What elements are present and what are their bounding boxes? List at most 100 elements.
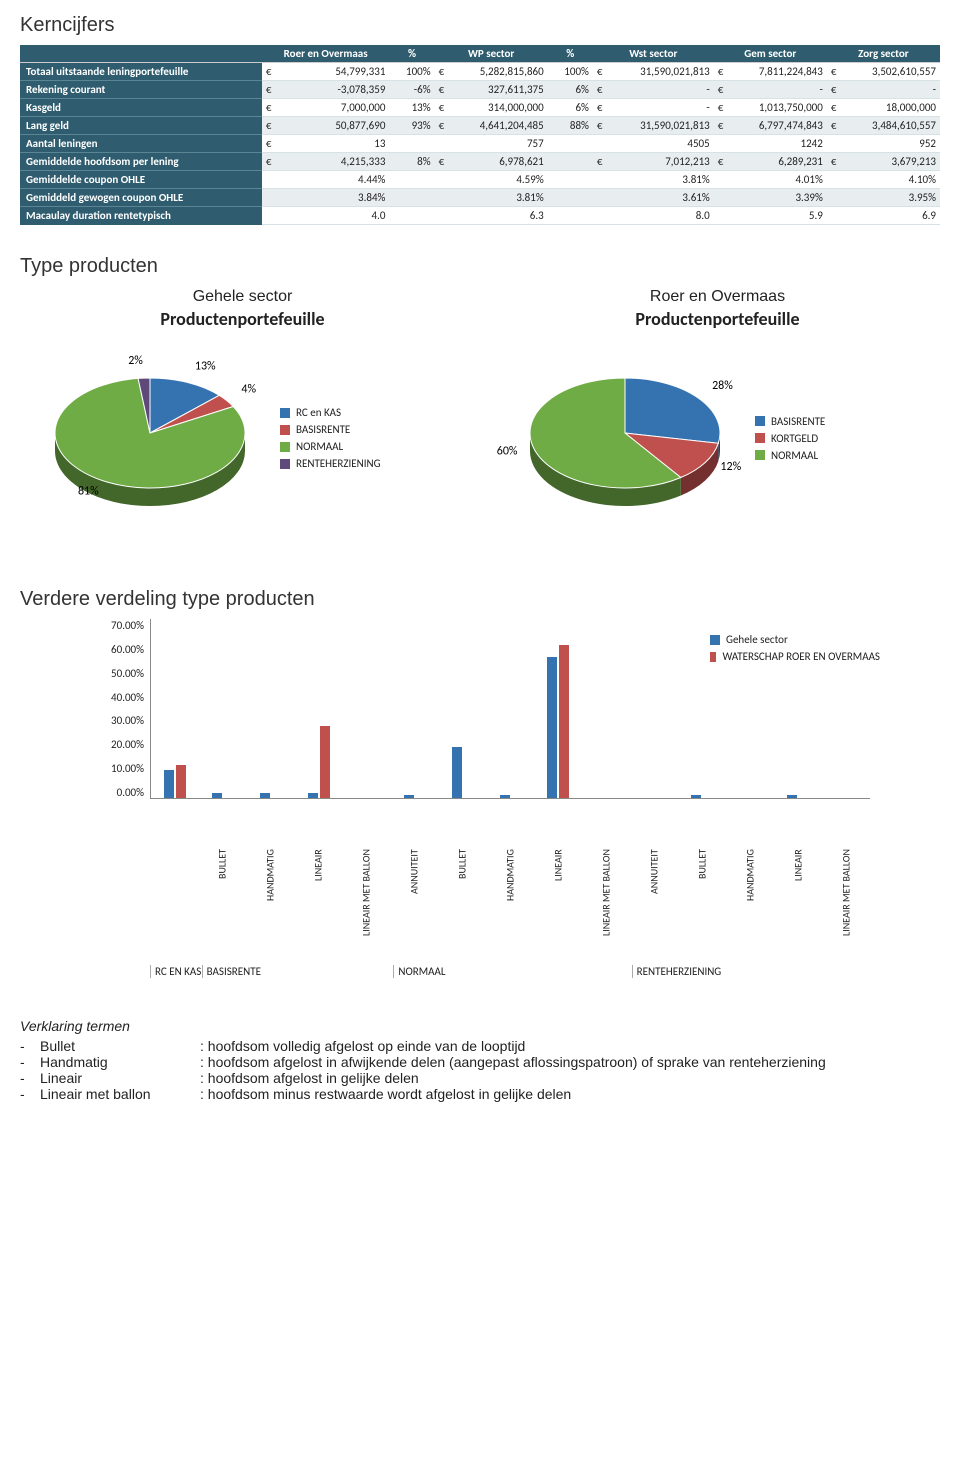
legend-item: RENTEHERZIENING: [280, 457, 381, 470]
kern-col-header: %: [389, 45, 434, 63]
kern-col-header: Roer en Overmaas: [262, 45, 390, 63]
kern-cell: 31,590,021,813: [593, 117, 714, 135]
kern-row-header: Gemiddelde coupon OHLE: [20, 171, 262, 189]
kern-cell: -: [593, 99, 714, 117]
kern-cell: 3.39%: [714, 189, 827, 207]
kern-cell: 50,877,690: [262, 117, 390, 135]
type-producten-title: Type producten: [20, 255, 940, 278]
kern-cell: 3,679,213: [827, 153, 940, 171]
kern-cell: -: [714, 81, 827, 99]
legend-item: RC en KAS: [280, 406, 381, 419]
kern-cell: [389, 135, 434, 153]
kern-cell: 3.81%: [435, 189, 548, 207]
kern-row-header: Aantal leningen: [20, 135, 262, 153]
bar-group-labels: RC EN KASBASISRENTENORMAALRENTEHERZIENIN…: [150, 965, 870, 978]
kern-cell: 3.84%: [262, 189, 390, 207]
kern-cell: [389, 171, 434, 189]
kern-cell: 7,000,000: [262, 99, 390, 117]
kern-cell: 4.10%: [827, 171, 940, 189]
pie-right-block: Roer en Overmaas Productenportefeuille 2…: [495, 288, 940, 538]
kern-cell: 100%: [389, 63, 434, 81]
term-row: -Bullet: hoofdsom volledig afgelost op e…: [20, 1038, 940, 1054]
pie-left-chart: 13%4%81%2%: [20, 338, 280, 538]
kern-cell: 93%: [389, 117, 434, 135]
kern-cell: [389, 207, 434, 225]
bar-legend: Gehele sector WATERSCHAP ROER EN OVERMAAS: [710, 629, 880, 667]
kern-cell: 18,000,000: [827, 99, 940, 117]
legend-item: BASISRENTE: [755, 415, 825, 428]
svg-text:28%: 28%: [712, 379, 733, 393]
kern-row-header: Kasgeld: [20, 99, 262, 117]
kern-cell: [389, 189, 434, 207]
kern-cell: 327,611,375: [435, 81, 548, 99]
kern-cell: 1242: [714, 135, 827, 153]
pie-left-title: Productenportefeuille: [20, 308, 465, 330]
kern-row-header: Totaal uitstaande leningportefeuille: [20, 63, 262, 81]
kerncijfers-title: Kerncijfers: [20, 14, 940, 37]
pie-right-chart: 28%12%60%: [495, 338, 755, 538]
pie-left-block: Gehele sector Productenportefeuille 13% 4…: [20, 288, 465, 538]
kern-cell: 3,502,610,557: [827, 63, 940, 81]
kern-cell: -6%: [389, 81, 434, 99]
kern-cell: [548, 207, 593, 225]
kern-cell: 6.3: [435, 207, 548, 225]
kern-cell: 757: [435, 135, 548, 153]
legend-item: BASISRENTE: [280, 423, 381, 436]
kern-col-header: Wst sector: [593, 45, 714, 63]
bar-legend-item: Gehele sector: [710, 633, 880, 646]
kern-col-header: %: [548, 45, 593, 63]
kern-cell: [548, 153, 593, 171]
kern-cell: [548, 189, 593, 207]
bar-x-labels: BULLETHANDMATIGLINEAIRLINEAIR MET BALLON…: [150, 849, 870, 959]
legend-item: NORMAAL: [280, 440, 381, 453]
kern-cell: 6,978,621: [435, 153, 548, 171]
pie-right-subtitle: Roer en Overmaas: [495, 288, 940, 306]
kern-row-header: Gemiddeld gewogen coupon OHLE: [20, 189, 262, 207]
kern-cell: 7,012,213: [593, 153, 714, 171]
svg-text:13%: 13%: [195, 360, 216, 374]
kern-cell: 31,590,021,813: [593, 63, 714, 81]
pie-right-title: Productenportefeuille: [495, 308, 940, 330]
kerncijfers-table: Roer en Overmaas%WP sector%Wst sectorGem…: [20, 45, 940, 225]
legend-item: NORMAAL: [755, 449, 825, 462]
kern-cell: 6,797,474,843: [714, 117, 827, 135]
kern-cell: -: [593, 81, 714, 99]
kern-row-header: Lang geld: [20, 117, 262, 135]
kern-cell: 3.81%: [593, 171, 714, 189]
kern-cell: 4.01%: [714, 171, 827, 189]
pie-left-legend: RC en KAS BASISRENTE NORMAAL RENTEHERZIENIN…: [280, 402, 381, 474]
legend-item: KORTGELD: [755, 432, 825, 445]
kern-cell: 8%: [389, 153, 434, 171]
pie-right-legend: BASISRENTE KORTGELD NORMAAL: [755, 411, 825, 466]
kern-cell: 4.59%: [435, 171, 548, 189]
kern-col-header: WP sector: [435, 45, 548, 63]
kern-cell: [548, 135, 593, 153]
verdeling-title: Verdere verdeling type producten: [20, 588, 940, 611]
kern-cell: 4,215,333: [262, 153, 390, 171]
kern-row-header: Gemiddelde hoofdsom per lening: [20, 153, 262, 171]
kern-cell: 8.0: [593, 207, 714, 225]
kern-cell: [548, 171, 593, 189]
svg-text:4%: 4%: [241, 382, 256, 396]
pie-left-subtitle: Gehele sector: [20, 288, 465, 306]
kern-row-header: Rekening courant: [20, 81, 262, 99]
kern-col-header: Zorg sector: [827, 45, 940, 63]
kern-cell: 6,289,231: [714, 153, 827, 171]
kern-cell: 952: [827, 135, 940, 153]
kern-cell: 4.44%: [262, 171, 390, 189]
kern-cell: -3,078,359: [262, 81, 390, 99]
kern-cell: 3.95%: [827, 189, 940, 207]
kern-cell: 3,484,610,557: [827, 117, 940, 135]
svg-text:60%: 60%: [497, 444, 518, 458]
term-row: -Lineair: hoofdsom afgelost in gelijke d…: [20, 1070, 940, 1086]
kern-cell: 4.0: [262, 207, 390, 225]
kern-cell: 4,641,204,485: [435, 117, 548, 135]
kern-cell: 7,811,224,843: [714, 63, 827, 81]
bar-legend-item: WATERSCHAP ROER EN OVERMAAS: [710, 650, 880, 663]
kern-cell: 13: [262, 135, 390, 153]
kern-cell: 100%: [548, 63, 593, 81]
bar-chart: 70.00%60.00%50.00%40.00%30.00%20.00%10.0…: [90, 619, 870, 978]
kern-cell: 5,282,815,860: [435, 63, 548, 81]
kern-cell: 1,013,750,000: [714, 99, 827, 117]
kern-cell: 13%: [389, 99, 434, 117]
